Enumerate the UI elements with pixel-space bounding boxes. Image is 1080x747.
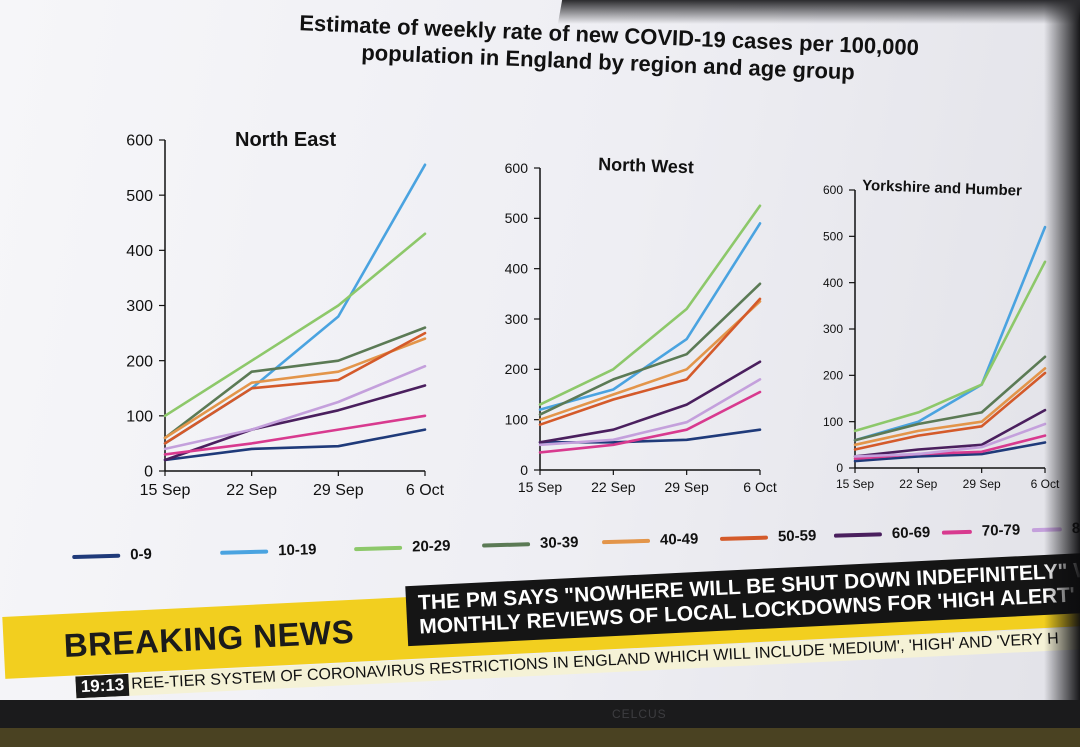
series-line-80 — [853, 422, 1047, 458]
charts-area: 0 100 200 300 400 500 600 15 Sep 22 Sep 29 Sep 6 O… — [126, 129, 1060, 499]
x-tick-label: 29 Sep — [963, 477, 1001, 491]
y-tick-label: 600 — [823, 183, 843, 197]
chart-panel-north-west: 0 100 200 300 400 500 600 15 Sep 22 Sep 29 Sep 6 O… — [505, 154, 777, 495]
series-line-10-19 — [163, 163, 427, 445]
series-line-80 — [538, 378, 762, 447]
x-tick-label: 6 Oct — [743, 479, 777, 495]
y-tick-label: 300 — [823, 322, 843, 336]
y-tick-label: 100 — [823, 415, 843, 429]
series-line-50-59 — [163, 331, 427, 445]
series-line-60-69 — [853, 408, 1047, 458]
y-tick-label: 200 — [126, 353, 153, 370]
y-tick-label: 0 — [520, 462, 528, 478]
y-tick-label: 0 — [144, 464, 153, 481]
legend-label: 0-9 — [129, 545, 153, 564]
x-tick-label: 29 Sep — [313, 482, 364, 499]
series-line-30-39 — [538, 282, 762, 416]
series-line-30-39 — [853, 355, 1047, 442]
y-tick-label: 400 — [823, 276, 843, 290]
y-tick-label: 500 — [126, 188, 153, 205]
y-tick-label: 200 — [823, 369, 843, 383]
panel-title: North West — [598, 154, 694, 177]
series-line-0-9 — [163, 428, 427, 462]
chart-panel-north-east: 0 100 200 300 400 500 600 15 Sep 22 Sep 29 Sep 6 O… — [126, 129, 444, 499]
series-line-20-29 — [853, 260, 1047, 433]
y-tick-label: 600 — [505, 160, 529, 176]
y-tick-label: 600 — [126, 133, 153, 150]
x-tick-label: 22 Sep — [899, 477, 937, 491]
series-line-50-59 — [853, 371, 1047, 451]
legend-swatch — [72, 553, 121, 559]
series-line-60-69 — [163, 384, 427, 462]
panel-title: North East — [235, 129, 336, 151]
series-line-20-29 — [163, 232, 427, 418]
legend-swatch — [220, 549, 269, 555]
y-tick-label: 0 — [836, 461, 843, 475]
series-line-60-69 — [538, 360, 762, 444]
y-tick-label: 100 — [126, 408, 153, 425]
y-tick-label: 400 — [505, 261, 529, 277]
x-tick-label: 29 Sep — [664, 479, 709, 495]
series-line-50-59 — [538, 297, 762, 427]
series-line-70-79 — [163, 414, 427, 456]
tv-bezel-right — [1020, 0, 1080, 712]
series-line-40-49 — [853, 367, 1047, 447]
y-tick-label: 200 — [505, 361, 529, 377]
panel-title: Yorkshire and Humber — [862, 177, 1022, 200]
series-line-0-9 — [853, 441, 1047, 463]
y-tick-label: 400 — [126, 243, 153, 260]
x-tick-label: 22 Sep — [226, 482, 277, 499]
y-tick-label: 500 — [823, 230, 843, 244]
ticker-clock: 19:13 — [75, 673, 130, 699]
series-line-40-49 — [538, 300, 762, 422]
tv-screen: Estimate of weekly rate of new COVID-19 … — [0, 0, 1080, 712]
tv-brand-logo: CELCUS — [612, 707, 667, 721]
series-line-10-19 — [538, 222, 762, 411]
x-tick-label: 15 Sep — [140, 482, 191, 499]
y-tick-label: 300 — [126, 298, 153, 315]
x-tick-label: 6 Oct — [406, 482, 445, 499]
y-tick-label: 500 — [505, 210, 529, 226]
x-tick-label: 15 Sep — [836, 477, 874, 491]
tv-bezel-top — [557, 0, 1080, 24]
series-line-10-19 — [853, 225, 1047, 442]
background-floor — [0, 728, 1080, 747]
y-tick-label: 100 — [505, 412, 529, 428]
series-line-20-29 — [538, 204, 762, 406]
series-line-80 — [163, 364, 427, 451]
x-tick-label: 15 Sep — [518, 479, 563, 495]
series-line-30-39 — [163, 326, 427, 440]
x-tick-label: 22 Sep — [591, 479, 636, 495]
series-line-70-79 — [538, 390, 762, 454]
y-tick-label: 300 — [505, 311, 529, 327]
